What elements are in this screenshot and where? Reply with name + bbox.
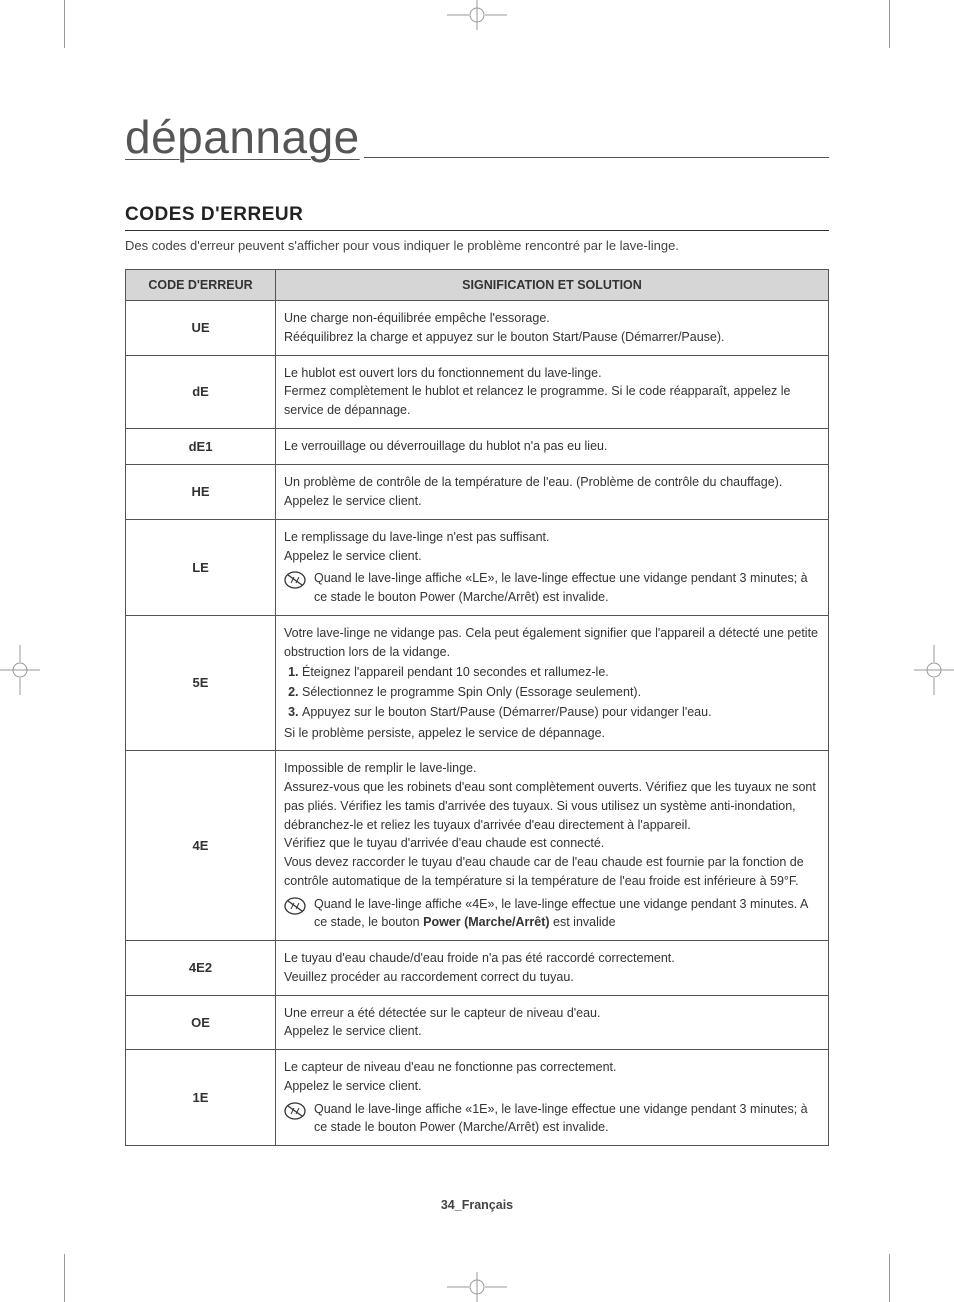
text-line: Appelez le service client. <box>284 1079 422 1093</box>
error-meaning: Le verrouillage ou déverrouillage du hub… <box>276 428 829 465</box>
error-code: HE <box>126 465 276 520</box>
error-meaning: Une erreur a été détectée sur le capteur… <box>276 995 829 1050</box>
text-line: Si le problème persiste, appelez le serv… <box>284 726 605 740</box>
text-line: Le tuyau d'eau chaude/d'eau froide n'a p… <box>284 951 675 965</box>
text-line: Votre lave-linge ne vidange pas. Cela pe… <box>284 626 818 659</box>
error-meaning: Le capteur de niveau d'eau ne fonctionne… <box>276 1050 829 1146</box>
manual-page: dépannage CODES D'ERREUR Des codes d'err… <box>0 0 954 1302</box>
table-row: dE Le hublot est ouvert lors du fonction… <box>126 355 829 428</box>
text-line: Le remplissage du lave-linge n'est pas s… <box>284 530 550 544</box>
table-row: OE Une erreur a été détectée sur le capt… <box>126 995 829 1050</box>
registration-mark-left <box>0 640 40 700</box>
table-row: 1E Le capteur de niveau d'eau ne fonctio… <box>126 1050 829 1146</box>
error-code: 4E2 <box>126 941 276 996</box>
error-meaning: Un problème de contrôle de la températur… <box>276 465 829 520</box>
error-meaning: Le hublot est ouvert lors du fonctionnem… <box>276 355 829 428</box>
crop-mark <box>64 1254 65 1302</box>
text-line: Le capteur de niveau d'eau ne fonctionne… <box>284 1060 616 1074</box>
table-row: LE Le remplissage du lave-linge n'est pa… <box>126 519 829 615</box>
text-line: Une charge non-équilibrée empêche l'esso… <box>284 311 550 325</box>
table-row: UE Une charge non-équilibrée empêche l'e… <box>126 301 829 356</box>
text-line: Vous devez raccorder le tuyau d'eau chau… <box>284 855 804 888</box>
chapter-heading: dépannage <box>125 110 829 166</box>
note-text: Quand le lave-linge affiche «4E», le lav… <box>314 895 820 933</box>
error-code: 5E <box>126 615 276 751</box>
error-meaning: Une charge non-équilibrée empêche l'esso… <box>276 301 829 356</box>
table-row: HE Un problème de contrôle de la tempéra… <box>126 465 829 520</box>
table-row: 4E2 Le tuyau d'eau chaude/d'eau froide n… <box>126 941 829 996</box>
steps-list: Éteignez l'appareil pendant 10 secondes … <box>284 663 820 721</box>
text-line: Fermez complètement le hublot et relance… <box>284 384 791 417</box>
note-text-post: est invalide <box>550 915 616 929</box>
error-codes-table: CODE D'ERREUR SIGNIFICATION ET SOLUTION … <box>125 269 829 1146</box>
crop-mark <box>64 0 65 48</box>
col-header-meaning: SIGNIFICATION ET SOLUTION <box>276 270 829 301</box>
error-meaning: Le tuyau d'eau chaude/d'eau froide n'a p… <box>276 941 829 996</box>
text-line: Appelez le service client. <box>284 549 422 563</box>
page-footer: 34_Français <box>0 1198 954 1212</box>
table-row: 5E Votre lave-linge ne vidange pas. Cela… <box>126 615 829 751</box>
text-line: Rééquilibrez la charge et appuyez sur le… <box>284 330 725 344</box>
text-line: Veuillez procéder au raccordement correc… <box>284 970 574 984</box>
crop-mark <box>889 1254 890 1302</box>
section-title: CODES D'ERREUR <box>125 204 829 231</box>
table-row: dE1 Le verrouillage ou déverrouillage du… <box>126 428 829 465</box>
error-code: 1E <box>126 1050 276 1146</box>
step-item: Appuyez sur le bouton Start/Pause (Démar… <box>302 703 820 722</box>
error-code: dE <box>126 355 276 428</box>
text-line: Le verrouillage ou déverrouillage du hub… <box>284 439 607 453</box>
note-row: Quand le lave-linge affiche «LE», le lav… <box>284 569 820 607</box>
error-code: LE <box>126 519 276 615</box>
error-meaning: Impossible de remplir le lave-linge. Ass… <box>276 751 829 941</box>
text-line: Appelez le service client. <box>284 494 422 508</box>
section-intro: Des codes d'erreur peuvent s'afficher po… <box>125 237 829 255</box>
registration-mark-bottom <box>437 1272 517 1302</box>
text-line: Le hublot est ouvert lors du fonctionnem… <box>284 366 602 380</box>
error-code: 4E <box>126 751 276 941</box>
step-item: Éteignez l'appareil pendant 10 secondes … <box>302 663 820 682</box>
text-line: Impossible de remplir le lave-linge. <box>284 761 476 775</box>
error-meaning: Votre lave-linge ne vidange pas. Cela pe… <box>276 615 829 751</box>
registration-mark-top <box>437 0 517 30</box>
note-icon <box>284 897 306 915</box>
crop-mark <box>889 0 890 48</box>
registration-mark-right <box>914 640 954 700</box>
chapter-title: dépannage <box>125 110 360 166</box>
error-code: dE1 <box>126 428 276 465</box>
col-header-code: CODE D'ERREUR <box>126 270 276 301</box>
chapter-rule <box>364 157 829 158</box>
table-row: 4E Impossible de remplir le lave-linge. … <box>126 751 829 941</box>
text-line: Vérifiez que le tuyau d'arrivée d'eau ch… <box>284 836 604 850</box>
note-icon <box>284 571 306 589</box>
text-line: Un problème de contrôle de la températur… <box>284 475 782 489</box>
note-text: Quand le lave-linge affiche «1E», le lav… <box>314 1100 820 1138</box>
error-code: UE <box>126 301 276 356</box>
step-item: Sélectionnez le programme Spin Only (Ess… <box>302 683 820 702</box>
note-icon <box>284 1102 306 1120</box>
table-header-row: CODE D'ERREUR SIGNIFICATION ET SOLUTION <box>126 270 829 301</box>
error-meaning: Le remplissage du lave-linge n'est pas s… <box>276 519 829 615</box>
note-text: Quand le lave-linge affiche «LE», le lav… <box>314 569 820 607</box>
note-text-bold: Power (Marche/Arrêt) <box>423 915 549 929</box>
text-line: Appelez le service client. <box>284 1024 422 1038</box>
text-line: Une erreur a été détectée sur le capteur… <box>284 1006 600 1020</box>
text-line: Assurez-vous que les robinets d'eau sont… <box>284 780 816 832</box>
error-code: OE <box>126 995 276 1050</box>
note-row: Quand le lave-linge affiche «4E», le lav… <box>284 895 820 933</box>
note-row: Quand le lave-linge affiche «1E», le lav… <box>284 1100 820 1138</box>
